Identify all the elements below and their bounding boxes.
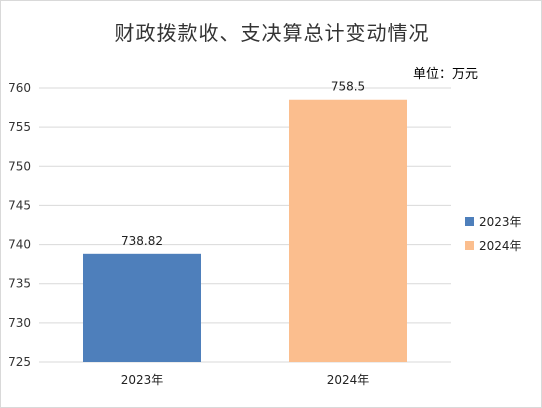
- data-label-2024年: 758.5: [331, 80, 365, 94]
- legend: 2023年 2024年: [465, 209, 522, 257]
- y-tick-label-755: 755: [8, 120, 31, 134]
- legend-swatch-2024: [465, 240, 474, 250]
- y-tick-label-760: 760: [8, 81, 31, 95]
- legend-swatch-2023: [465, 216, 474, 226]
- y-tick-label-735: 735: [8, 277, 31, 291]
- chart-title: 财政拨款收、支决算总计变动情况: [114, 21, 430, 45]
- legend-label-2024: 2024年: [479, 238, 522, 253]
- data-label-2023年: 738.82: [121, 234, 163, 248]
- y-tick-label-745: 745: [8, 198, 31, 212]
- y-tick-label-725: 725: [8, 355, 31, 369]
- x-tick-label-2023年: 2023年: [121, 373, 164, 387]
- bar-2024年: [289, 99, 407, 362]
- legend-item-2024: 2024年: [465, 233, 522, 257]
- unit-label: 单位：万元: [413, 67, 479, 82]
- y-tick-label-740: 740: [8, 238, 31, 252]
- y-tick-label-730: 730: [8, 316, 31, 330]
- x-tick-label-2024年: 2024年: [327, 373, 370, 387]
- legend-label-2023: 2023年: [479, 214, 522, 229]
- bar-2023年: [83, 253, 201, 362]
- y-tick-label-750: 750: [8, 159, 31, 173]
- legend-item-2023: 2023年: [465, 209, 522, 233]
